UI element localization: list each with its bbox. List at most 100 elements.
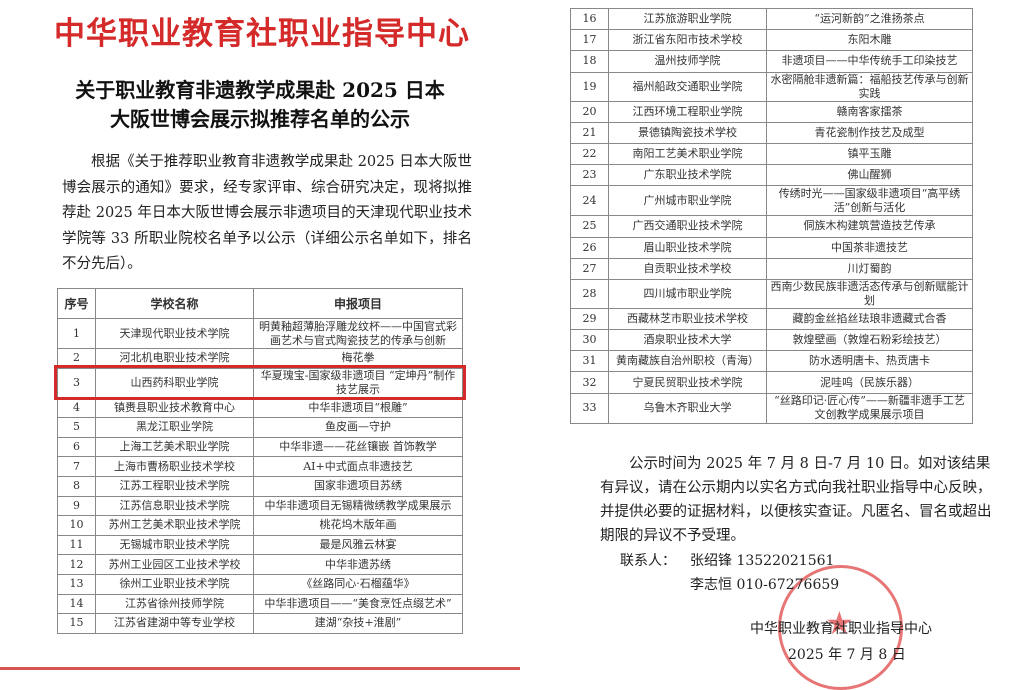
table-row: 24 广州城市职业学院 传绣时光——国家级非遗项目“高平绣活”创新与活化 xyxy=(570,185,973,217)
cell-project: 国家非遗项目苏绣 xyxy=(253,475,463,497)
cell-school: 广东职业技术学院 xyxy=(608,164,767,187)
table-row: 31 黄南藏族自治州职校（青海） 防水透明唐卡、热贡唐卡 xyxy=(570,350,973,373)
cell-index: 33 xyxy=(570,392,609,424)
table-row: 20 江西环境工程职业学院 赣南客家擂茶 xyxy=(570,100,973,123)
table-row: 9 江苏信息职业技术学院 中华非遗项目无锡精微绣教学成果展示 xyxy=(57,495,463,517)
cell-project: 鱼皮画—守护 xyxy=(253,417,463,438)
cell-project: “运河新韵”之淮扬茶点 xyxy=(766,7,973,31)
cell-school: 乌鲁木齐职业大学 xyxy=(608,392,767,424)
cell-school: 江苏省建湖中等专业学校 xyxy=(95,613,254,634)
cell-school: 苏州工艺美术职业技术学院 xyxy=(95,515,254,536)
right-page: 16 江苏旅游职业学院 “运河新韵”之淮扬茶点 17 浙江省东阳市技术学校 东阳木雕 18 温… xyxy=(560,0,1024,690)
table-row: 33 乌鲁木齐职业大学 “丝路印记·匠心传”——新疆非遗手工艺文创教学成果展示项目 xyxy=(570,392,973,424)
cell-project: 川灯蜀韵 xyxy=(766,257,973,280)
cell-school: 西藏林芝市职业技术学校 xyxy=(608,307,767,331)
cell-school: 苏州工业园区工业技术学校 xyxy=(95,554,254,575)
cell-index: 12 xyxy=(57,554,96,575)
signature-date: 2025 年 7 月 8 日 xyxy=(788,647,906,663)
cell-project: 中华非遗项目无锡精微绣教学成果展示 xyxy=(253,495,463,517)
cell-project: 中华非遗项目——“美食烹饪点缀艺术” xyxy=(253,593,463,615)
table-row: 1 天津现代职业技术学院 明黄釉超薄胎浮雕龙纹杯——中国官式彩画艺术与官式陶瓷技艺的… xyxy=(57,318,463,349)
nominee-table-right: 16 江苏旅游职业学院 “运河新韵”之淮扬茶点 17 浙江省东阳市技术学校 东阳木雕 18 温… xyxy=(570,7,973,424)
cell-school: 浙江省东阳市技术学校 xyxy=(608,29,767,52)
cell-index: 6 xyxy=(57,436,96,458)
cell-school: 南阳工艺美术职业学院 xyxy=(608,142,767,166)
left-page: 中华职业教育社职业指导中心 关于职业教育非遗教学成果赴 2025 日本 大阪世博… xyxy=(0,16,520,670)
notice-paragraph: 公示时间为 2025 年 7 月 8 日-7 月 10 日。如对该结果有异议，请… xyxy=(600,456,992,544)
table-row: 23 广东职业技术学院 佛山醒狮 xyxy=(570,164,973,187)
table-row: 29 西藏林芝市职业技术学校 藏韵金丝掐丝珐琅非遗藏式合香 xyxy=(570,307,973,331)
contact-2: 李志恒 010-67276659 xyxy=(690,577,840,593)
table-row: 5 黑龙江职业学院 鱼皮画—守护 xyxy=(57,417,463,438)
table-row: 26 眉山职业技术学院 中国茶非遗技艺 xyxy=(570,236,973,259)
cell-index: 24 xyxy=(570,185,609,217)
table-row: 17 浙江省东阳市技术学校 东阳木雕 xyxy=(570,29,973,52)
cell-index: 21 xyxy=(570,121,609,144)
table-header: 序号 学校名称 申报项目 xyxy=(57,288,463,319)
cell-project: 赣南客家擂茶 xyxy=(766,100,973,123)
table-row: 16 江苏旅游职业学院 “运河新韵”之淮扬茶点 xyxy=(570,7,973,31)
cell-project: 建湖“杂技+淮剧” xyxy=(253,613,463,634)
cell-project: 青花瓷制作技艺及成型 xyxy=(766,121,973,144)
table-row: 13 徐州工业职业技术学院 《丝路同心·石榴蕴华》 xyxy=(57,573,463,595)
cell-index: 7 xyxy=(57,456,96,477)
cell-index: 5 xyxy=(57,417,96,438)
cell-school: 江苏信息职业技术学院 xyxy=(95,495,254,517)
cell-index: 8 xyxy=(57,475,96,497)
cell-school: 江苏工程职业技术学院 xyxy=(95,475,254,497)
cell-project: AI+中式面点非遗技艺 xyxy=(253,456,463,477)
cell-project: 中华非遗——花丝镶嵌 首饰教学 xyxy=(253,436,463,458)
cell-school: 广西交通职业技术学院 xyxy=(608,215,767,238)
cell-school: 江西环境工程职业学院 xyxy=(608,100,767,123)
cell-index: 15 xyxy=(57,613,96,634)
cell-index: 9 xyxy=(57,495,96,517)
table-row: 10 苏州工艺美术职业技术学院 桃花坞木版年画 xyxy=(57,515,463,536)
contact-label: 联系人： xyxy=(620,553,676,569)
table-row: 12 苏州工业园区工业技术学校 中华非遗苏绣 xyxy=(57,554,463,575)
cell-project: “丝路印记·匠心传”——新疆非遗手工艺文创教学成果展示项目 xyxy=(766,392,973,424)
highlight-box xyxy=(54,365,466,400)
cell-school: 福州船政交通职业学院 xyxy=(608,71,767,102)
cell-index: 1 xyxy=(57,318,96,349)
table-row: 28 四川城市职业学院 西南少数民族非遗活态传承与创新赋能计划 xyxy=(570,278,973,309)
cell-index: 18 xyxy=(570,50,609,73)
contact-1: 张绍锋 13522021561 xyxy=(690,553,835,569)
intro-paragraph: 根据《关于推荐职业教育非遗教学成果赴 2025 日本大阪世博会展示的通知》要求，… xyxy=(62,154,472,272)
cell-index: 17 xyxy=(570,29,609,52)
official-seal xyxy=(778,565,903,690)
cell-project: 明黄釉超薄胎浮雕龙纹杯——中国官式彩画艺术与官式陶瓷技艺的传承与创新 xyxy=(253,318,463,349)
cell-project: 非遗项目——中华传统手工印染技艺 xyxy=(766,50,973,73)
cell-school: 宁夏民贸职业技术学院 xyxy=(608,371,767,394)
table-row: 27 自贡职业技术学校 川灯蜀韵 xyxy=(570,257,973,280)
org-title: 中华职业教育社职业指导中心 xyxy=(54,16,470,52)
table-row: 7 上海市曹杨职业技术学校 AI+中式面点非遗技艺 xyxy=(57,456,463,477)
cell-project: 东阳木雕 xyxy=(766,29,973,52)
cell-index: 22 xyxy=(570,142,609,166)
cell-index: 26 xyxy=(570,236,609,259)
table-row: 22 南阳工艺美术职业学院 镇平玉雕 xyxy=(570,142,973,166)
cell-school: 黄南藏族自治州职校（青海） xyxy=(608,350,767,373)
cell-project: 水密隔舱非遗新篇：福船技艺传承与创新实践 xyxy=(766,71,973,102)
table-row: 15 江苏省建湖中等专业学校 建湖“杂技+淮剧” xyxy=(57,613,463,634)
cell-school: 镇赉县职业技术教育中心 xyxy=(95,397,254,419)
cell-school: 上海工艺美术职业学院 xyxy=(95,436,254,458)
table-row: 6 上海工艺美术职业学院 中华非遗——花丝镶嵌 首饰教学 xyxy=(57,436,463,458)
table-row: 14 江苏省徐州技师学院 中华非遗项目——“美食烹饪点缀艺术” xyxy=(57,593,463,615)
table-row: 32 宁夏民贸职业技术学院 泥哇呜（民族乐器） xyxy=(570,371,973,394)
cell-project: 镇平玉雕 xyxy=(766,142,973,166)
cell-school: 温州技师学院 xyxy=(608,50,767,73)
cell-index: 28 xyxy=(570,278,609,309)
cell-project: 桃花坞木版年画 xyxy=(253,515,463,536)
cell-index: 13 xyxy=(57,573,96,595)
cell-school: 酒泉职业技术大学 xyxy=(608,329,767,352)
divider xyxy=(0,667,520,670)
cell-school: 江苏旅游职业学院 xyxy=(608,7,767,31)
cell-index: 19 xyxy=(570,71,609,102)
header-school: 学校名称 xyxy=(95,288,254,319)
cell-index: 16 xyxy=(570,7,609,31)
cell-project: 中华非遗苏绣 xyxy=(253,554,463,575)
cell-project: 《丝路同心·石榴蕴华》 xyxy=(253,573,463,595)
table-row: 25 广西交通职业技术学院 侗族木构建筑营造技艺传承 xyxy=(570,215,973,238)
cell-index: 29 xyxy=(570,307,609,331)
cell-index: 14 xyxy=(57,593,96,615)
